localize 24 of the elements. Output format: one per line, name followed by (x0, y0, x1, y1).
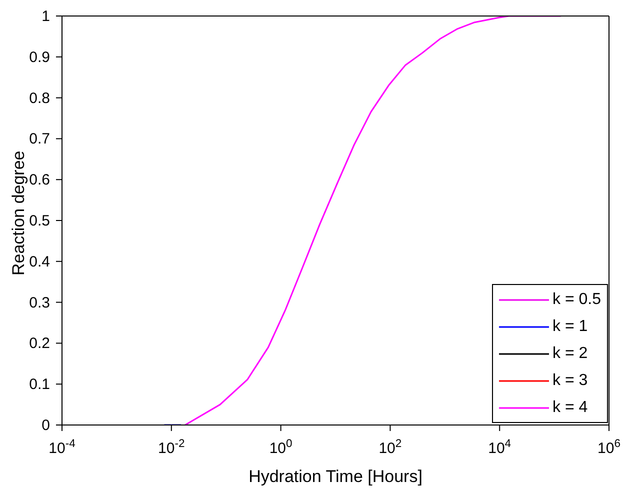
legend-label: k = 3 (552, 372, 588, 390)
x-tick-label: 10$^{2}$ (378, 438, 402, 457)
y-tick-label: 0.3 (29, 294, 50, 312)
x-tick-label: 10$^{4}$ (488, 438, 512, 457)
x-tick-label: 10$^{0}$ (269, 438, 292, 457)
y-tick-label: 0.6 (29, 172, 50, 189)
legend-label: k = 1 (552, 318, 588, 336)
y-tick-label: 0.9 (29, 48, 50, 66)
y-tick-label: 0.8 (29, 90, 50, 107)
y-tick-label: 0.2 (29, 335, 50, 352)
x-tick-label: 10$^{-2}$ (158, 438, 185, 457)
y-tick-label: 0.7 (29, 130, 50, 148)
legend-label: k = 2 (552, 344, 588, 362)
y-tick-label: 0.5 (29, 212, 50, 230)
x-axis-title: Hydration Time [Hours] (248, 467, 422, 486)
y-axis-title: Reaction degree (9, 150, 28, 276)
x-tick-label: 10$^{-4}$ (48, 438, 76, 457)
legend-label: k = 0.5 (552, 290, 601, 308)
y-tick-label: 1 (42, 8, 50, 25)
x-tick-label: 10$^{6}$ (598, 438, 620, 457)
y-tick-label: 0.4 (29, 253, 50, 270)
y-tick-label: 0 (42, 417, 50, 434)
legend-label: k = 4 (552, 398, 588, 416)
y-tick-label: 0.1 (29, 376, 50, 394)
